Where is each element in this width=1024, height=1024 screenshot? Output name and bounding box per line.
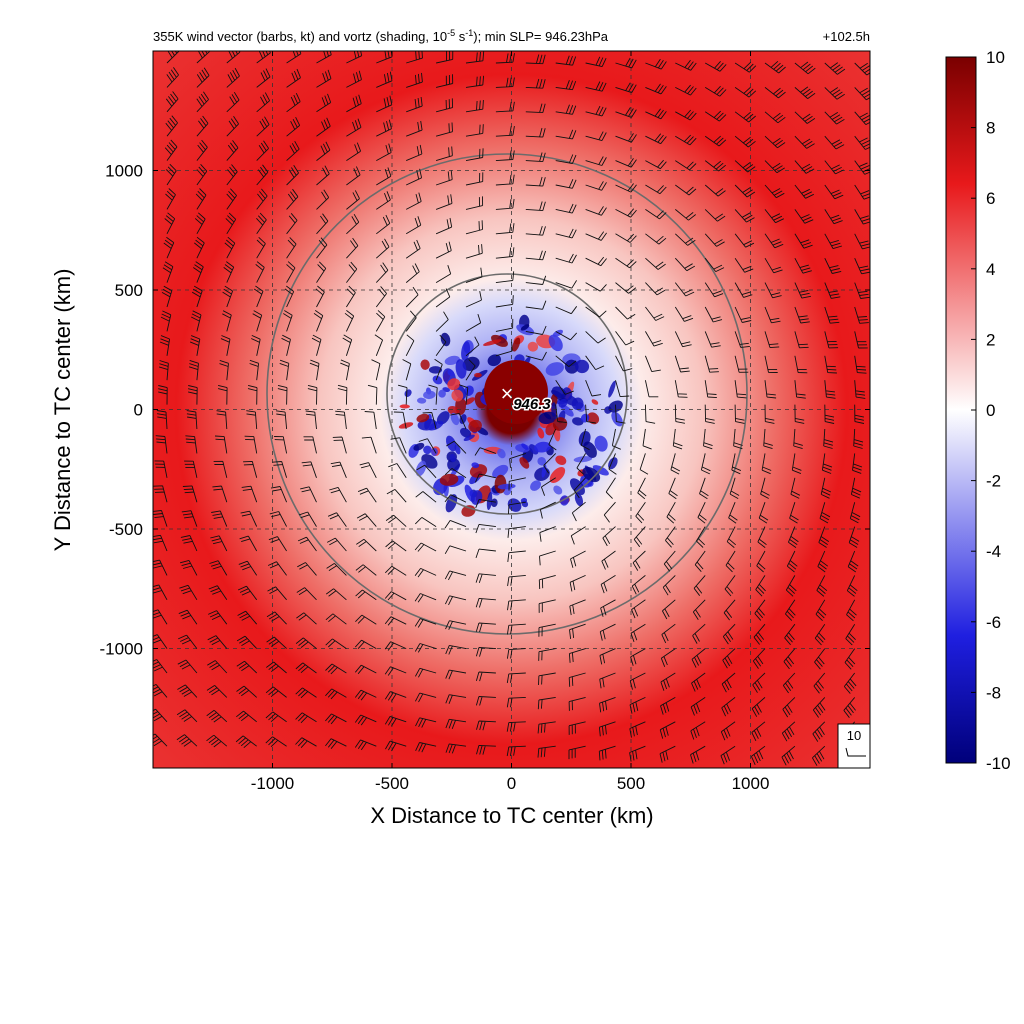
chart-title: 355K wind vector (barbs, kt) and vortz (… — [153, 28, 609, 44]
wind-barbs — [153, 51, 870, 767]
range-ring-500km — [386, 273, 628, 515]
center-vortex — [484, 360, 548, 424]
colorbar-tick-label: -10 — [986, 754, 1011, 773]
reference-barb: 10 — [837, 723, 870, 768]
colorbar-ticks: 10 8 6 4 2 0 -2 -4 -6 -8 -10 — [971, 48, 1011, 773]
colorbar-tick-label: -4 — [986, 542, 1001, 561]
plot-area: × 946.3 10 — [153, 51, 870, 768]
axes: -1000 -500 0 500 1000 1000 500 0 -500 -1000 — [100, 51, 870, 793]
x-tick-label: -500 — [375, 774, 409, 793]
colorbar-tick-label: 0 — [986, 401, 995, 420]
reference-barb-label: 10 — [847, 728, 861, 743]
x-tick-label: 1000 — [732, 774, 770, 793]
colorbar-tick-label: 6 — [986, 189, 995, 208]
y-tick-label: 0 — [134, 401, 143, 420]
y-axis-label: Y Distance to TC center (km) — [50, 269, 75, 552]
y-tick-label: -1000 — [100, 640, 143, 659]
colorbar-tick-label: -2 — [986, 472, 1001, 491]
x-tick-label: 0 — [507, 774, 516, 793]
y-tick-label: 500 — [115, 281, 143, 300]
colorbar-tick-label: 10 — [986, 48, 1005, 67]
x-axis-label: X Distance to TC center (km) — [370, 803, 653, 828]
colorbar-tick-label: 4 — [986, 260, 995, 279]
forecast-time-label: +102.5h — [823, 29, 870, 44]
colorbar: 10 8 6 4 2 0 -2 -4 -6 -8 -10 — [945, 48, 1011, 773]
colorbar-tick-label: 2 — [986, 330, 995, 349]
colorbar-tick-label: 8 — [986, 119, 995, 138]
center-marker: × — [501, 381, 514, 406]
y-tick-label: -500 — [109, 520, 143, 539]
y-tick-label: 1000 — [105, 162, 143, 181]
x-tick-label: 500 — [617, 774, 645, 793]
min-slp-label: 946.3 — [513, 396, 551, 413]
range-ring-1000km — [266, 153, 748, 635]
x-tick-label: -1000 — [251, 774, 294, 793]
colorbar-tick-label: -8 — [986, 683, 1001, 702]
colorbar-tick-label: -6 — [986, 613, 1001, 632]
